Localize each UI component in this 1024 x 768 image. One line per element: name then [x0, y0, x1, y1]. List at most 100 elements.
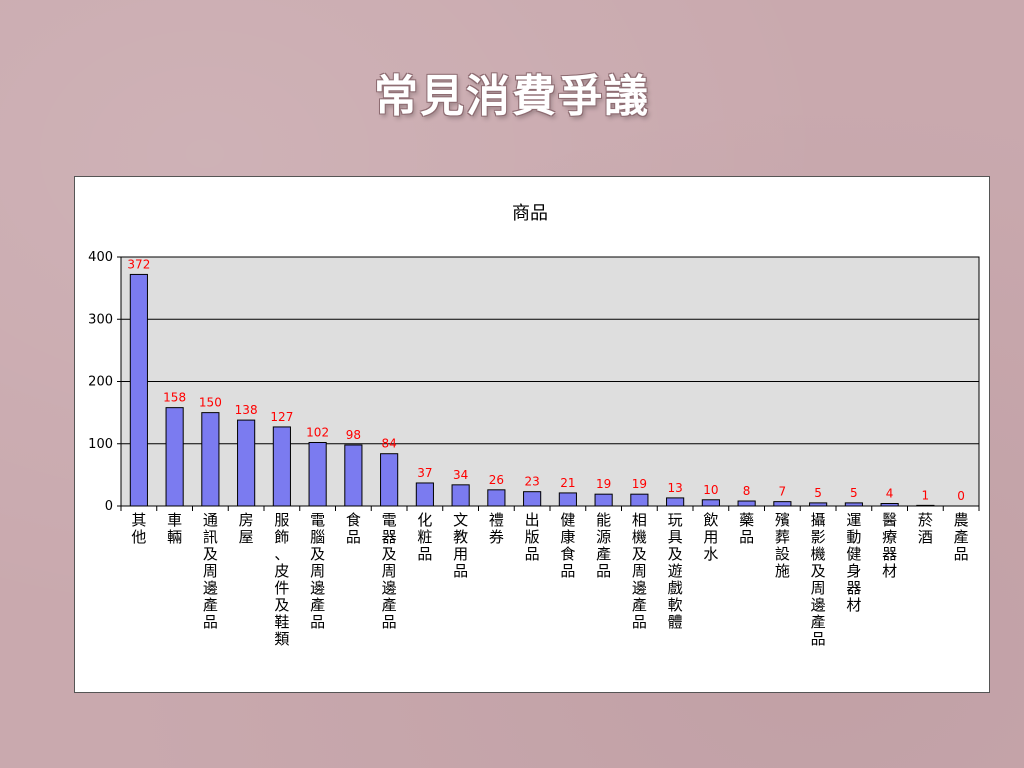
- category-label-char: 邊: [203, 579, 218, 597]
- category-label-char: 周: [203, 562, 218, 580]
- category-label-char: 體: [668, 613, 683, 631]
- bar: [880, 503, 899, 507]
- category-label-char: 教: [453, 528, 468, 546]
- bar: [523, 491, 542, 507]
- category-label-char: 產: [382, 596, 397, 614]
- data-label: 26: [489, 473, 504, 487]
- category-label-char: 他: [131, 528, 146, 546]
- data-label: 5: [814, 486, 822, 500]
- bar: [129, 273, 148, 507]
- category-label-char: 訊: [203, 528, 218, 546]
- bar: [844, 502, 863, 507]
- category-label-char: 及: [203, 545, 218, 563]
- data-label: 150: [199, 396, 222, 410]
- bar: [916, 504, 935, 507]
- category-label-char: 屋: [239, 528, 254, 546]
- category-label-char: 粧: [417, 528, 432, 546]
- category-label-char: 邊: [632, 579, 647, 597]
- category-label-char: 戲: [668, 579, 683, 597]
- category-label-char: 邊: [310, 579, 325, 597]
- category-label-char: 機: [811, 545, 826, 563]
- data-label: 5: [850, 486, 858, 500]
- data-label: 84: [381, 437, 396, 451]
- category-label-char: 醫: [882, 511, 897, 529]
- category-label-char: 材: [846, 596, 861, 614]
- category-label-char: 邊: [382, 579, 397, 597]
- category-label-char: 版: [525, 528, 540, 546]
- category-label-char: 飾: [274, 528, 289, 546]
- category-label-char: 其: [131, 511, 146, 529]
- data-label: 8: [743, 484, 751, 498]
- data-label: 37: [417, 466, 432, 480]
- category-label-char: 周: [310, 562, 325, 580]
- category-label-char: 食: [346, 511, 361, 529]
- category-label-char: 用: [453, 545, 468, 563]
- category-label-char: 品: [596, 562, 611, 580]
- category-label-char: 健: [846, 545, 861, 563]
- category-label-char: 品: [525, 545, 540, 563]
- category-label-char: 及: [632, 545, 647, 563]
- category-label-char: 相: [632, 511, 647, 529]
- category-label-char: 周: [632, 562, 647, 580]
- category-label-char: 房: [239, 511, 254, 529]
- category-label-char: 輛: [167, 528, 182, 546]
- category-label-char: 周: [811, 579, 826, 597]
- bar: [451, 484, 470, 507]
- bar: [237, 419, 256, 507]
- data-label: 4: [886, 487, 894, 501]
- category-label-char: 影: [811, 528, 826, 546]
- category-label-char: 腦: [310, 528, 325, 546]
- data-label: 102: [306, 426, 329, 440]
- category-label-char: 產: [632, 596, 647, 614]
- bar: [272, 426, 291, 507]
- category-label-char: 攝: [811, 511, 826, 529]
- category-label-char: 、: [274, 545, 289, 563]
- chart-title: 商品: [512, 203, 548, 224]
- category-label-char: 品: [417, 545, 432, 563]
- category-label-char: 藥: [739, 511, 754, 529]
- category-label-char: 周: [382, 562, 397, 580]
- category-label-char: 設: [775, 545, 790, 563]
- category-label-char: 器: [846, 579, 861, 597]
- category-label-char: 品: [310, 613, 325, 631]
- category-label-char: 品: [954, 545, 969, 563]
- data-label: 98: [346, 428, 361, 442]
- category-label-char: 材: [882, 562, 897, 580]
- category-label-char: 品: [203, 613, 218, 631]
- y-tick-label: 0: [105, 499, 113, 514]
- category-label-char: 產: [954, 528, 969, 546]
- y-tick-label: 200: [88, 375, 113, 390]
- category-label-char: 農: [954, 511, 969, 529]
- data-label: 13: [667, 481, 682, 495]
- bar: [666, 497, 685, 507]
- category-label-char: 產: [596, 545, 611, 563]
- category-label-char: 菸: [918, 511, 933, 529]
- category-label-char: 遊: [668, 562, 683, 580]
- data-label: 0: [957, 489, 965, 503]
- data-label: 372: [127, 257, 150, 271]
- category-label-char: 品: [382, 613, 397, 631]
- data-label: 21: [560, 476, 575, 490]
- bar: [773, 501, 792, 507]
- bar: [201, 412, 220, 507]
- category-label-char: 件: [274, 579, 289, 597]
- category-label-char: 機: [632, 528, 647, 546]
- data-label: 158: [163, 391, 186, 405]
- y-tick-label: 300: [88, 312, 113, 327]
- category-label-char: 能: [596, 511, 611, 529]
- category-label-char: 軟: [668, 596, 683, 614]
- data-label: 19: [632, 477, 647, 491]
- bar: [630, 493, 649, 507]
- data-label: 23: [524, 475, 539, 489]
- category-label-char: 車: [167, 511, 182, 529]
- bar: [558, 492, 577, 507]
- category-label-char: 動: [846, 528, 861, 546]
- category-label-char: 品: [811, 630, 826, 648]
- category-label-char: 化: [417, 511, 432, 529]
- bar: [165, 407, 184, 507]
- category-label-char: 葬: [775, 528, 790, 546]
- category-label-char: 品: [632, 613, 647, 631]
- bar: [809, 502, 828, 507]
- category-label-char: 殯: [775, 511, 790, 529]
- category-label-char: 服: [274, 511, 289, 529]
